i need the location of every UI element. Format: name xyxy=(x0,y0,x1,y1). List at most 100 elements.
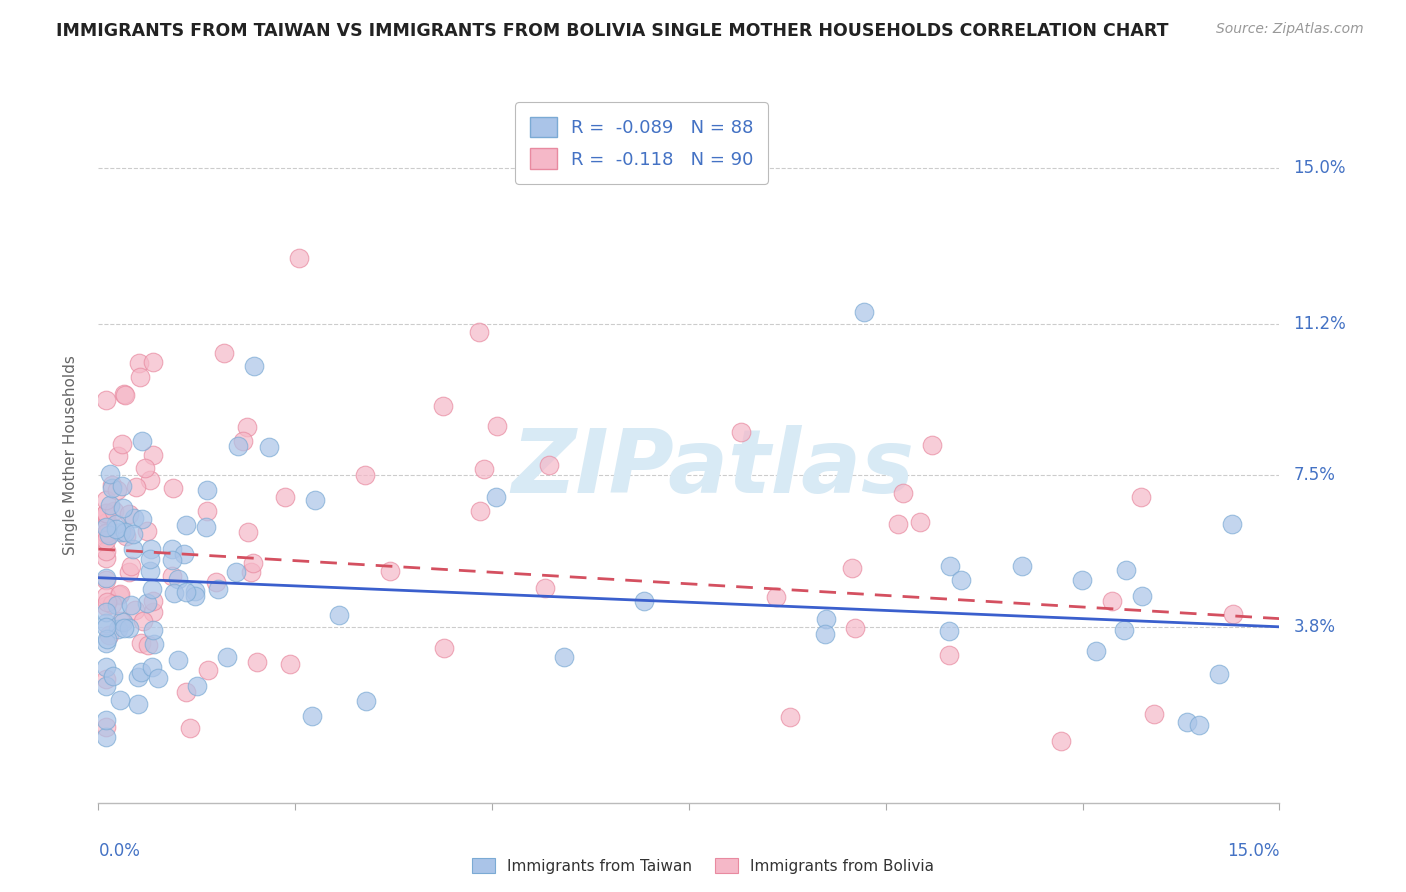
Point xyxy=(125,480,148,494)
Point xyxy=(110,614,132,628)
Point xyxy=(101,482,124,496)
Point xyxy=(134,460,156,475)
Point xyxy=(129,370,152,384)
Point xyxy=(107,622,129,636)
Point xyxy=(114,529,136,543)
Point xyxy=(105,522,128,536)
Point xyxy=(142,354,165,368)
Point xyxy=(135,596,157,610)
Point xyxy=(232,434,254,448)
Point xyxy=(432,399,454,413)
Point xyxy=(537,458,560,472)
Point xyxy=(1130,589,1153,603)
Point xyxy=(259,440,281,454)
Text: 15.0%: 15.0% xyxy=(1294,160,1346,178)
Point xyxy=(304,493,326,508)
Point xyxy=(288,252,311,266)
Point xyxy=(120,558,142,573)
Point xyxy=(96,713,118,727)
Legend: Immigrants from Taiwan, Immigrants from Bolivia: Immigrants from Taiwan, Immigrants from … xyxy=(465,852,941,880)
Point xyxy=(114,388,136,402)
Point xyxy=(141,660,163,674)
Point xyxy=(938,648,960,663)
Point xyxy=(96,520,118,534)
Point xyxy=(121,541,143,556)
Point xyxy=(228,439,250,453)
Point xyxy=(160,553,183,567)
Point xyxy=(1011,559,1033,574)
Point xyxy=(1071,573,1094,587)
Point xyxy=(183,584,205,599)
Point xyxy=(96,615,118,630)
Point xyxy=(142,637,165,651)
Point xyxy=(207,582,229,596)
Point xyxy=(111,501,134,516)
Point xyxy=(107,588,129,602)
Point xyxy=(214,345,236,359)
Point xyxy=(160,541,183,556)
Point xyxy=(467,325,489,339)
Point xyxy=(112,615,135,629)
Point xyxy=(841,561,863,575)
Point xyxy=(176,685,198,699)
Point xyxy=(111,437,134,451)
Point xyxy=(1187,718,1209,732)
Point xyxy=(136,638,159,652)
Point xyxy=(486,419,509,434)
Point xyxy=(174,585,197,599)
Point xyxy=(142,624,165,638)
Point xyxy=(274,490,297,504)
Point xyxy=(949,574,972,588)
Point xyxy=(167,653,190,667)
Point xyxy=(1143,706,1166,721)
Point xyxy=(225,565,247,579)
Point xyxy=(96,551,118,566)
Point xyxy=(1129,491,1152,505)
Point xyxy=(96,493,118,508)
Point xyxy=(236,525,259,540)
Point xyxy=(96,599,118,613)
Point xyxy=(108,587,131,601)
Point xyxy=(197,663,219,677)
Point xyxy=(118,507,141,521)
Point xyxy=(910,515,932,529)
Point xyxy=(162,585,184,599)
Point xyxy=(301,709,323,723)
Point xyxy=(1222,607,1244,622)
Point xyxy=(433,640,456,655)
Point xyxy=(844,620,866,634)
Point xyxy=(167,572,190,586)
Point xyxy=(96,605,118,619)
Text: 15.0%: 15.0% xyxy=(1227,842,1279,860)
Point xyxy=(96,509,118,524)
Point xyxy=(96,660,118,674)
Point xyxy=(98,498,121,512)
Point xyxy=(118,621,141,635)
Point xyxy=(96,515,118,529)
Text: ZIPatlas: ZIPatlas xyxy=(510,425,914,512)
Point xyxy=(129,636,152,650)
Point xyxy=(195,503,218,517)
Point xyxy=(236,419,259,434)
Point xyxy=(173,548,195,562)
Point xyxy=(98,467,121,482)
Point xyxy=(114,621,136,635)
Point xyxy=(96,619,118,633)
Point xyxy=(105,516,128,531)
Point xyxy=(380,564,402,578)
Point xyxy=(96,679,118,693)
Point xyxy=(96,635,118,649)
Point xyxy=(194,520,217,534)
Point xyxy=(1101,594,1123,608)
Point xyxy=(139,473,162,487)
Point xyxy=(814,626,837,640)
Point xyxy=(122,510,145,524)
Point xyxy=(107,449,129,463)
Point xyxy=(132,615,155,629)
Point xyxy=(162,481,184,495)
Point xyxy=(246,655,269,669)
Point xyxy=(96,533,118,547)
Point xyxy=(1115,563,1137,577)
Point xyxy=(103,668,125,682)
Point xyxy=(553,650,575,665)
